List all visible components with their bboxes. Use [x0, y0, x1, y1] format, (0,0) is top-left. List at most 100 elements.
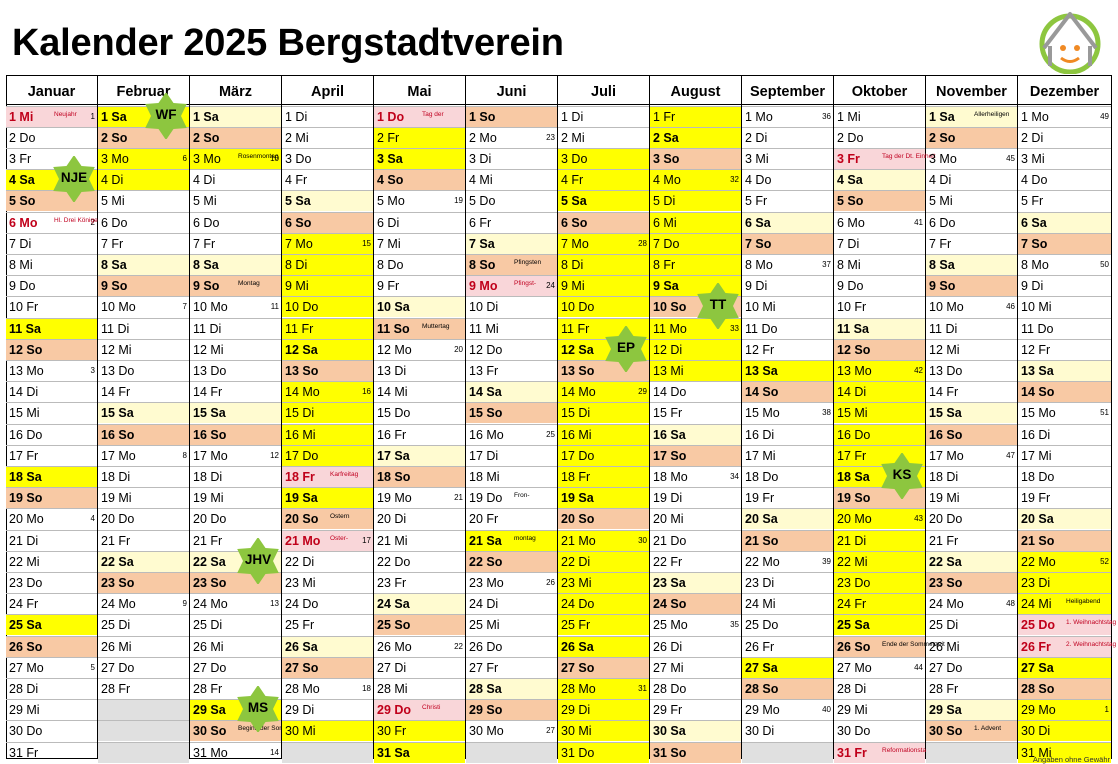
day-label: 29 Di: [285, 703, 315, 718]
month-column: September 1 Mo 36 2 Di 3 Mi 4 Do 5 Fr 6 Sa 7 So 8…: [742, 76, 834, 763]
day-label: 10 Sa: [377, 300, 410, 315]
day-label: 28 Do: [653, 681, 687, 696]
day-label: 18 Di: [101, 469, 131, 484]
day-label: 24 Di: [469, 597, 499, 612]
event-star-marker: KS: [878, 452, 926, 499]
day-cell: 20 Sa: [1018, 508, 1111, 530]
day-label: 15 Di: [561, 406, 591, 421]
day-cell: 2 Mi: [558, 126, 649, 148]
day-cell: 5 Do: [466, 190, 557, 211]
day-cell: 4 Di: [926, 169, 1017, 190]
day-label: 24 Mo: [193, 597, 228, 612]
day-label: 29 Mo: [1021, 703, 1056, 718]
day-label: 5 Fr: [1021, 194, 1044, 209]
day-label: 19 Sa: [285, 491, 318, 506]
day-cell: 8 Sa: [926, 253, 1017, 276]
day-label: 11 Do: [1021, 321, 1054, 336]
day-cell: 28 Do: [650, 677, 741, 699]
day-cell: 9 So: [98, 275, 189, 297]
day-label: 26 Mi: [193, 639, 224, 654]
day-label: 31 Do: [561, 745, 595, 760]
day-cell: 28 Mi: [374, 677, 465, 699]
day-cell: 23 Mi: [558, 571, 649, 594]
day-cell: 28 So: [1018, 677, 1111, 700]
day-cell: 12 Do: [466, 338, 557, 360]
day-label: 23 Do: [837, 575, 871, 590]
day-label: 2 So: [101, 130, 128, 145]
day-cell: 10 Mo 7: [98, 296, 189, 317]
week-number: 34: [730, 471, 739, 481]
day-cell: 6 Sa: [1018, 211, 1111, 233]
week-number: 4: [90, 514, 95, 524]
star-icon: [605, 325, 647, 372]
day-label: 9 Mi: [561, 279, 585, 294]
day-label: 30 Do: [837, 724, 871, 739]
day-label: 22 Sa: [101, 554, 134, 569]
day-label: 31 Mo: [193, 745, 228, 760]
day-cell: 12 Mi: [926, 338, 1017, 360]
day-cell: 6 Do: [190, 211, 281, 233]
day-label: 17 Mo: [193, 448, 228, 463]
week-number: 18: [362, 683, 371, 693]
day-cell: 31 So: [650, 741, 741, 763]
day-label: 21 Fr: [929, 533, 959, 548]
day-cell: 16 Do: [6, 423, 97, 445]
day-cell: 20 Mo 4: [6, 508, 97, 529]
day-label: 1 Mi: [837, 109, 861, 124]
day-label: 15 Mo: [1021, 406, 1056, 421]
day-label: 20 Mo: [9, 512, 44, 527]
day-label: 29 Sa: [193, 703, 226, 718]
day-cell: 21 Di: [6, 529, 97, 551]
day-label: 4 So: [377, 173, 404, 188]
day-label: 27 Di: [377, 660, 407, 675]
day-label: 6 So: [285, 215, 312, 230]
day-label: 15 Sa: [101, 406, 134, 421]
week-number: 21: [454, 493, 463, 503]
day-cell: 3 Do: [558, 147, 649, 170]
day-label: 5 Do: [469, 194, 496, 209]
day-cell: 22 So: [466, 550, 557, 572]
day-cell: 30 Do: [6, 720, 97, 741]
day-cell: 26 Do: [466, 635, 557, 657]
day-label: 6 Fr: [469, 215, 492, 230]
day-label: 5 Sa: [561, 194, 587, 209]
day-label: 27 So: [561, 660, 595, 675]
day-label: 28 So: [745, 681, 779, 696]
day-cell: 8 Mi: [6, 253, 97, 275]
day-cell: 27 So: [282, 656, 373, 678]
month-header: Oktober: [851, 84, 908, 100]
day-cell: 9 So Montag: [190, 275, 281, 297]
day-cell: 15 Fr: [650, 402, 741, 423]
day-cell: 4 Sa: [834, 169, 925, 191]
day-cell: 14 Mo 16: [282, 381, 373, 403]
day-label: 12 Mo: [377, 342, 412, 357]
day-label: 1 Di: [285, 109, 308, 124]
day-cell: 29 Fr: [650, 699, 741, 720]
day-label: 1 Mi: [9, 109, 34, 124]
day-label: 26 Mo: [377, 639, 412, 654]
day-cell: 15 Sa: [98, 402, 189, 424]
day-label: 13 Di: [377, 363, 407, 378]
day-label: 9 Mi: [285, 279, 309, 294]
day-cell: 20 So: [558, 508, 649, 530]
day-label: 31 Fr: [9, 745, 39, 760]
day-label: 28 Di: [837, 681, 867, 696]
day-label: 22 Sa: [929, 554, 962, 569]
day-label: 12 So: [837, 342, 871, 357]
day-cell: 20 Do: [98, 508, 189, 529]
day-cell: 3 Fr Tag der Dt. Einheit: [834, 147, 935, 170]
day-cell: 6 Sa: [742, 211, 833, 233]
day-cell: [466, 741, 557, 763]
day-label: 10 Do: [285, 300, 319, 315]
day-cell: 5 Sa: [282, 190, 373, 212]
day-label: 8 Mi: [837, 257, 861, 272]
day-cell: 16 Di: [1018, 423, 1111, 445]
day-label: 16 So: [929, 427, 963, 442]
day-label: 19 Di: [653, 491, 683, 506]
day-cell: 1 Mo 49: [1018, 105, 1111, 127]
day-cell: 14 Di: [834, 381, 925, 403]
day-cell: 18 Mo 34: [650, 465, 741, 487]
day-cell: 18 Do: [742, 465, 833, 487]
day-cell: 24 Fr: [6, 593, 97, 614]
day-label: 30 So: [929, 724, 963, 739]
